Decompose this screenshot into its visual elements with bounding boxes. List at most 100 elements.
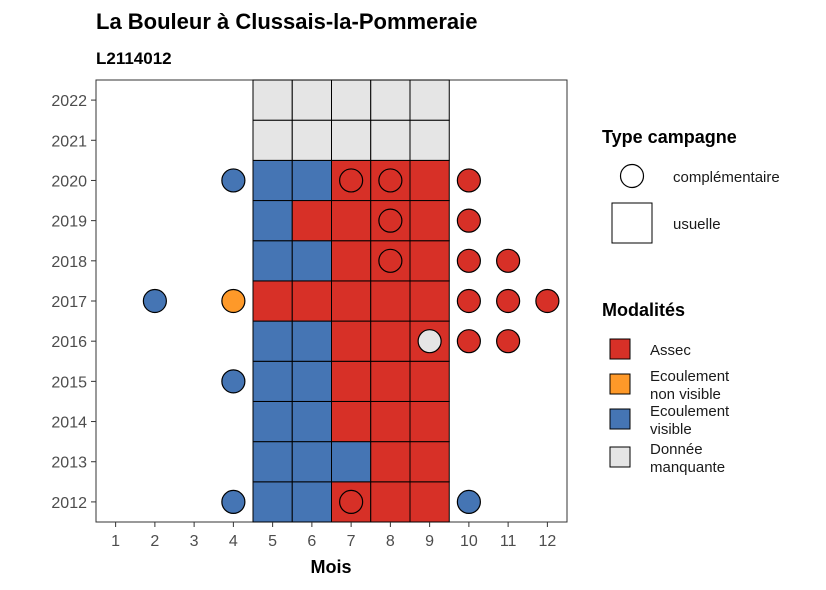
legend-key-ecoulement_visible: [609, 408, 631, 430]
heatmap-cell: [409, 481, 450, 523]
heatmap-cell: [370, 360, 411, 402]
complementary-point: [221, 288, 246, 314]
legend-type-campagne: Type campagne complémentaire usuelle: [602, 127, 780, 244]
complementary-point: [378, 208, 403, 233]
heatmap-cell: [409, 200, 450, 242]
complementary-point: [221, 369, 246, 394]
complementary-point: [456, 168, 481, 193]
x-tick-label: 10: [460, 533, 478, 550]
x-tick-label: 7: [347, 533, 356, 550]
y-tick-label: 2017: [51, 294, 87, 311]
heatmap-cell: [331, 79, 372, 121]
y-tick-label: 2015: [51, 374, 87, 391]
y-tick-label: 2021: [51, 133, 87, 150]
heatmap-cell: [370, 119, 411, 161]
heatmap-cell: [252, 79, 293, 121]
legend-modalite-label: Assec: [650, 342, 691, 359]
plot-area: 1 2 3 4 5 6 7 8 9 10 11 122012201320142015201620172…: [51, 79, 568, 550]
heatmap-cell: [370, 79, 411, 121]
heatmap-cell: [291, 159, 332, 202]
heatmap-cell: [370, 441, 411, 483]
heatmap-cell: [409, 280, 450, 322]
x-tick-label: 5: [268, 533, 277, 550]
complementary-point: [417, 329, 442, 354]
complementary-point: [221, 168, 246, 193]
x-axis-title: Mois: [310, 557, 351, 577]
heatmap-cell: [331, 200, 372, 242]
legend-modalite-label: Donnée: [650, 441, 703, 458]
heatmap-cell: [409, 441, 450, 483]
legend-type-title: Type campagne: [602, 127, 737, 147]
legend-key-ecoulement_non_visible: [609, 373, 631, 395]
legend-key-square: [611, 202, 653, 244]
complementary-point: [456, 208, 481, 233]
heatmap-cell: [252, 481, 293, 523]
complementary-point: [456, 248, 481, 273]
x-tick-label: 8: [386, 533, 395, 550]
legend-modalite-label: visible: [650, 421, 692, 438]
heatmap-cell: [291, 240, 332, 282]
y-tick-label: 2016: [51, 334, 87, 351]
y-tick-label: 2022: [51, 93, 87, 110]
x-tick-label: 11: [500, 533, 517, 550]
heatmap-cell: [409, 360, 450, 402]
heatmap-cell: [331, 240, 372, 282]
complementary-point: [378, 248, 403, 273]
heatmap-cell: [291, 280, 332, 322]
y-tick-label: 2018: [51, 254, 87, 271]
complementary-point: [456, 329, 481, 354]
heatmap-cell: [331, 441, 372, 483]
complementary-point: [142, 288, 167, 314]
legend-modalites-title: Modalités: [602, 300, 685, 320]
heatmap-cell: [331, 280, 372, 322]
complementary-point: [456, 489, 481, 515]
heatmap-cell: [409, 400, 450, 443]
legend-modalite-label: Ecoulement: [650, 368, 730, 385]
y-tick-label: 2014: [51, 415, 87, 432]
heatmap-cell: [409, 119, 450, 161]
heatmap-cell: [291, 320, 332, 362]
heatmap-cell: [252, 441, 293, 483]
complementary-point: [339, 489, 364, 515]
heatmap-cell: [291, 400, 332, 443]
heatmap-cell: [291, 119, 332, 161]
heatmap-cell: [291, 200, 332, 242]
complementary-point: [496, 288, 521, 314]
complementary-point: [339, 168, 364, 193]
heatmap-cell: [331, 400, 372, 443]
legend-modalite-label: non visible: [650, 386, 721, 403]
heatmap-cell: [409, 159, 450, 202]
heatmap-cell: [409, 240, 450, 282]
heatmap-cell: [252, 280, 293, 322]
legend-key-donnee_manquante: [609, 446, 631, 468]
heatmap-cell: [252, 240, 293, 282]
heatmap-cell: [370, 400, 411, 443]
complementary-point: [535, 288, 560, 314]
heatmap-cell: [409, 79, 450, 121]
heatmap-cell: [370, 320, 411, 362]
heatmap-cell: [291, 441, 332, 483]
y-tick-label: 2019: [51, 214, 87, 231]
complementary-point: [378, 168, 403, 193]
chart-subtitle: L2114012: [96, 49, 172, 68]
heatmap-cell: [291, 360, 332, 402]
heatmap-cell: [252, 200, 293, 242]
heatmap-cell: [331, 360, 372, 402]
heatmap-cell: [331, 320, 372, 362]
complementary-point: [221, 489, 246, 515]
heatmap-cell: [252, 400, 293, 443]
y-tick-label: 2013: [51, 455, 87, 472]
y-tick-label: 2012: [51, 495, 87, 512]
heatmap-cell: [331, 119, 372, 161]
x-tick-label: 6: [307, 533, 316, 550]
legend-type-label: usuelle: [673, 216, 721, 233]
complementary-point: [496, 248, 521, 273]
heatmap-cell: [370, 481, 411, 523]
x-tick-label: 12: [538, 533, 556, 550]
complementary-point: [456, 288, 481, 314]
heatmap-cell: [252, 360, 293, 402]
heatmap-cell: [291, 79, 332, 121]
legend-modalite-label: Ecoulement: [650, 403, 730, 420]
